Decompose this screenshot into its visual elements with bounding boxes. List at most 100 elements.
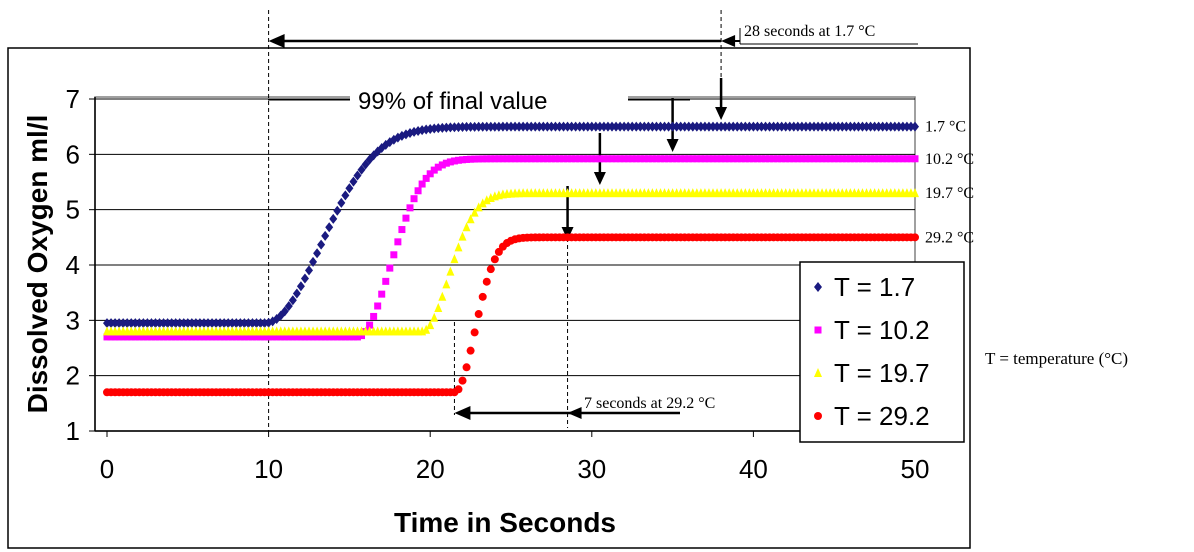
data-point <box>648 121 657 132</box>
data-point <box>499 155 507 163</box>
data-point <box>511 121 520 132</box>
data-point <box>903 155 911 163</box>
data-point <box>778 155 786 163</box>
data-point <box>632 155 640 163</box>
data-point <box>337 333 345 341</box>
data-point <box>103 333 111 341</box>
data-point <box>664 121 673 132</box>
data-point <box>507 121 515 132</box>
data-point <box>511 155 519 163</box>
data-point <box>842 155 850 163</box>
data-point <box>801 121 810 132</box>
arrowhead <box>715 107 728 120</box>
data-point <box>353 333 361 341</box>
data-point <box>717 155 725 163</box>
data-point <box>535 155 543 163</box>
data-point <box>398 226 406 234</box>
data-point <box>296 281 305 292</box>
data-point <box>765 121 774 132</box>
data-point <box>103 318 111 329</box>
data-point <box>289 333 297 341</box>
data-point <box>684 121 693 132</box>
data-point <box>317 333 325 341</box>
data-point <box>333 333 341 341</box>
data-point <box>874 121 883 132</box>
data-point <box>676 121 685 132</box>
data-point <box>131 333 139 341</box>
data-point <box>568 155 576 163</box>
data-point <box>793 121 802 132</box>
data-point <box>297 333 305 341</box>
data-point <box>292 288 301 299</box>
data-point <box>689 155 697 163</box>
data-point <box>502 121 511 132</box>
series-end-label: 10.2 °C <box>925 151 974 168</box>
data-point <box>640 155 648 163</box>
data-point <box>208 318 217 329</box>
x-axis-label: Time in Seconds <box>394 507 616 538</box>
data-point <box>192 333 200 341</box>
data-point <box>685 155 693 163</box>
data-point <box>777 121 786 132</box>
data-point <box>329 333 337 341</box>
data-point <box>624 155 632 163</box>
data-point <box>458 376 467 385</box>
data-point <box>426 170 434 178</box>
data-point <box>515 121 524 132</box>
data-point <box>179 318 188 329</box>
data-point <box>696 121 705 132</box>
data-point <box>830 121 839 132</box>
data-point <box>378 290 386 298</box>
data-point <box>252 318 261 329</box>
data-point <box>729 155 737 163</box>
data-point <box>624 121 633 132</box>
data-point <box>701 155 709 163</box>
data-point <box>797 121 806 132</box>
data-point <box>620 121 629 132</box>
data-point <box>244 318 253 329</box>
plot-area <box>94 96 916 432</box>
data-point <box>527 121 536 132</box>
data-point <box>854 121 863 132</box>
data-point <box>357 164 366 175</box>
arrowhead <box>567 407 582 419</box>
series-end-label: 1.7 °C <box>925 119 966 136</box>
data-point <box>725 155 733 163</box>
data-point <box>285 333 293 341</box>
data-point <box>693 155 701 163</box>
data-point <box>200 333 208 341</box>
data-point <box>482 195 491 205</box>
legend-box <box>799 261 965 443</box>
data-point <box>490 255 499 264</box>
data-point <box>115 318 124 329</box>
data-point <box>567 121 576 132</box>
data-point <box>195 318 204 329</box>
data-point <box>883 155 891 163</box>
data-point <box>656 121 665 132</box>
data-point <box>822 155 830 163</box>
data-point <box>773 121 782 132</box>
data-point <box>636 155 644 163</box>
data-point <box>325 222 334 233</box>
x-tick-label: 10 <box>254 454 283 484</box>
data-point <box>216 333 224 341</box>
data-point <box>725 121 734 132</box>
data-point <box>681 155 689 163</box>
data-point <box>450 254 459 264</box>
data-point <box>438 291 447 301</box>
data-point <box>466 121 475 132</box>
data-point <box>349 333 357 341</box>
data-point <box>143 318 152 329</box>
data-point <box>531 121 540 132</box>
data-point <box>551 121 560 132</box>
data-point <box>491 155 499 163</box>
data-point <box>785 121 794 132</box>
data-point <box>228 318 237 329</box>
data-point <box>386 264 394 272</box>
data-point <box>183 318 192 329</box>
data-point <box>798 155 806 163</box>
data-point <box>143 333 151 341</box>
data-point <box>733 121 742 132</box>
data-point <box>571 121 580 132</box>
